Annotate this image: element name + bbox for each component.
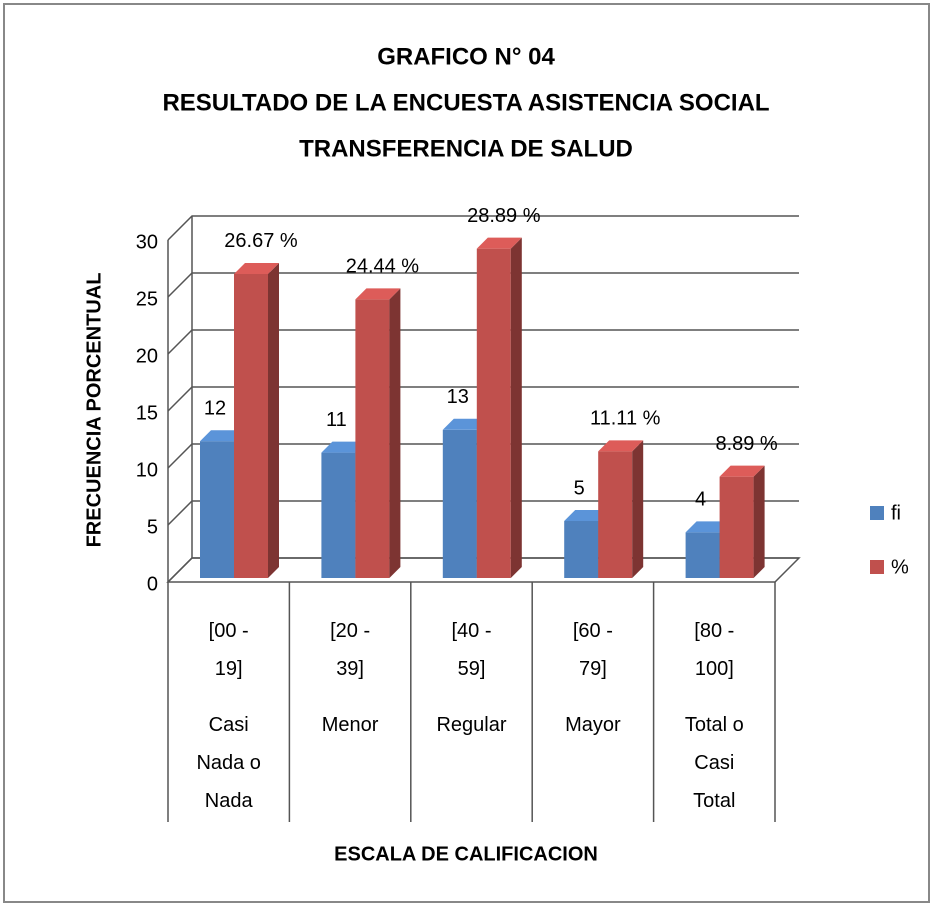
y-tick-label: 0 [147,573,158,595]
x-tick-label: [20 - 39] [330,620,371,680]
x-category-name: Menor [321,714,379,736]
bar-side [268,262,279,578]
x-category-name: Casi Nada o Nada [196,714,261,812]
bar [476,237,522,579]
x-tick-label: [60 - 79] [572,620,613,680]
data-label: 8.89 % [715,433,777,455]
bar [719,465,765,578]
legend-swatch [870,560,884,574]
legend-label: % [891,556,909,578]
grid-line [167,500,799,526]
data-label: 12 [204,397,226,419]
x-tick-label: [40 - 59] [451,620,492,680]
legend-label: fi [891,502,901,524]
bar-front [234,273,268,578]
chart-border [3,3,930,903]
bar-top [719,465,765,477]
data-label: 26.67 % [224,230,298,252]
bar-front [685,532,720,578]
y-tick-label: 30 [136,231,158,253]
data-label: 11 [326,409,347,431]
chart-title: TRANSFERENCIA DE SALUD [299,135,633,162]
x-category-name: Mayor [565,714,621,736]
bar [355,288,401,578]
grid-line [167,386,799,412]
y-tick-label: 15 [136,402,158,424]
bar-top [442,418,488,430]
y-tick-label: 25 [136,288,158,310]
bar-side [753,465,765,578]
y-tick-label: 20 [136,345,158,367]
data-label: 28.89 % [467,205,541,227]
data-label: 5 [574,477,585,499]
data-label: 4 [695,489,706,511]
grid-line [167,443,799,469]
x-axis-label: ESCALA DE CALIFICACION [334,843,598,865]
x-tick-label: [00 - 19] [208,620,249,680]
bar-side [510,237,522,579]
grid-line [167,215,799,241]
bar-front [321,452,356,578]
bar-front [442,429,477,578]
data-label: 24.44 % [346,256,420,278]
y-axis-label: FRECUENCIA PORCENTUAL [83,273,105,548]
bar-front [564,521,599,578]
data-label: 11.11 % [590,408,661,430]
bar-side [389,288,401,578]
bar-side [632,440,644,578]
bar-top [355,288,401,300]
bar-top [685,521,731,533]
legend-swatch [870,506,884,520]
bar-front [598,451,633,578]
x-category-name: Regular [436,714,507,736]
bar-top [321,441,367,453]
chart-title: GRAFICO N° 04 [377,43,555,70]
chart-title: RESULTADO DE LA ENCUESTA ASISTENCIA SOCI… [162,89,769,116]
bar-top [564,510,610,521]
grid-line [167,272,799,298]
x-category-name: Total o Casi Total [684,714,744,812]
bar-front [719,476,754,578]
x-tick-label: [80 - 100] [694,620,735,680]
bar-top [476,237,522,249]
bar-top [234,262,279,274]
bar-top [200,430,245,442]
bar-top [598,440,644,452]
y-tick-label: 5 [147,516,158,538]
data-label: 13 [447,386,469,408]
bar [598,440,644,578]
bar-front [476,248,511,579]
grid-line [167,329,799,355]
bar-front [200,441,234,578]
bar [234,262,279,578]
bar-front [355,299,390,578]
y-tick-label: 10 [136,459,158,481]
